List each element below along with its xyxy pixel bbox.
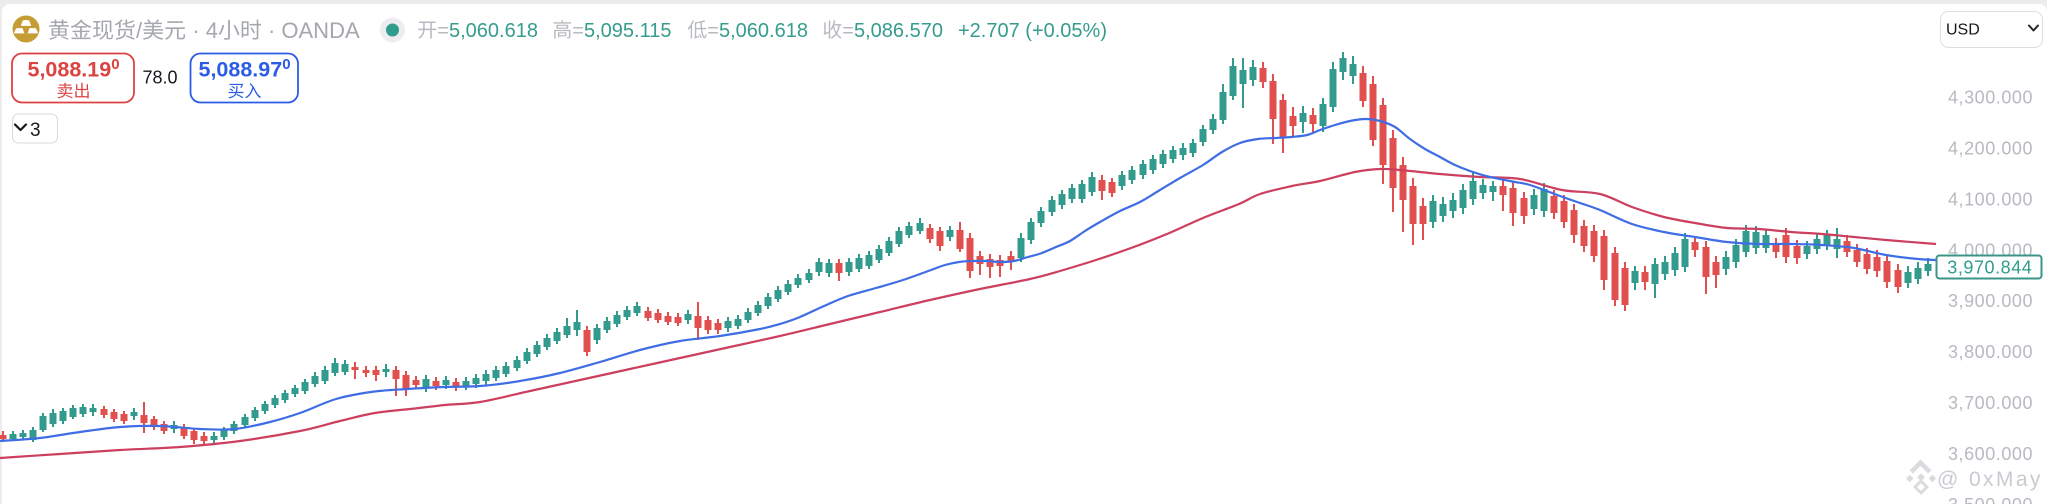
svg-text:78.0: 78.0 [143,68,178,88]
svg-text:=: = [842,20,854,42]
svg-text:·: · [268,18,275,43]
svg-text:+2.707 (+0.05%): +2.707 (+0.05%) [958,20,1107,42]
svg-text:5,088.19: 5,088.19 [28,58,112,82]
svg-text:4,300.000: 4,300.000 [1948,88,2033,108]
svg-text:5,086.570: 5,086.570 [854,20,943,42]
svg-text:5,060.618: 5,060.618 [449,20,538,42]
svg-text:5,088.97: 5,088.97 [199,58,283,82]
svg-text:4,200.000: 4,200.000 [1948,139,2033,159]
svg-text:3,500.000: 3,500.000 [1948,495,2033,504]
svg-text:3,800.000: 3,800.000 [1948,342,2033,362]
svg-text:4,100.000: 4,100.000 [1948,189,2033,209]
svg-text:USD: USD [1946,22,1980,39]
svg-text:0: 0 [282,56,290,73]
svg-text:=: = [437,20,449,42]
svg-text:/: / [136,18,143,43]
svg-text:3,970.844: 3,970.844 [1947,258,2032,278]
svg-text:@ 0xMay: @ 0xMay [1937,468,2043,491]
svg-text:5,060.618: 5,060.618 [719,20,808,42]
svg-text:3,700.000: 3,700.000 [1948,393,2033,413]
svg-text:·: · [192,18,199,43]
svg-text:3,600.000: 3,600.000 [1948,444,2033,464]
svg-text:OANDA: OANDA [281,18,360,43]
svg-text:3,900.000: 3,900.000 [1948,291,2033,311]
svg-text:0: 0 [111,56,119,73]
svg-text:3: 3 [30,120,41,141]
svg-text:=: = [572,20,584,42]
svg-text:=: = [707,20,719,42]
svg-text:5,095.115: 5,095.115 [584,20,672,42]
svg-text:4: 4 [206,18,218,43]
